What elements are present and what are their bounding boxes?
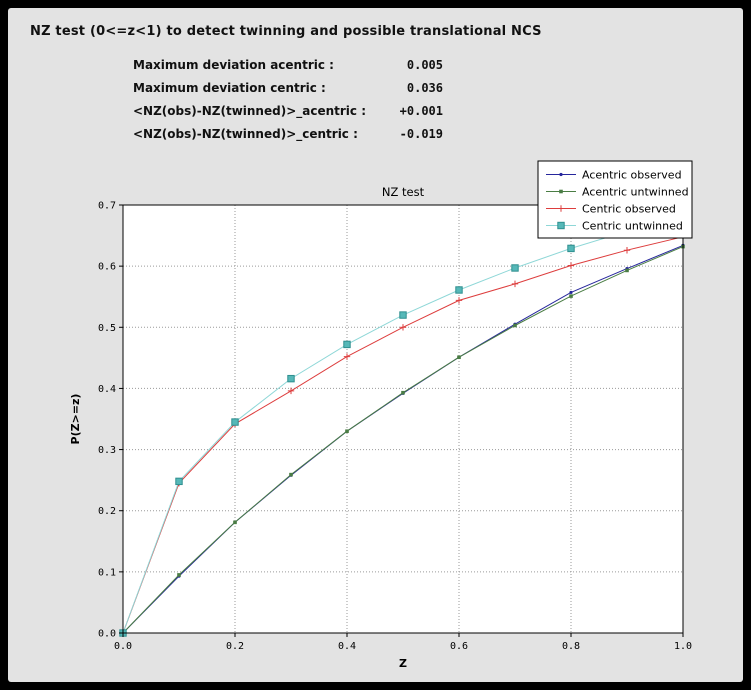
page-title: NZ test (0<=z<1) to detect twinning and … [30, 24, 542, 39]
svg-text:0.6: 0.6 [450, 641, 468, 652]
stat-row: <NZ(obs)-NZ(twinned)>_centric : -0.019 [133, 123, 443, 146]
svg-text:Acentric observed: Acentric observed [582, 169, 682, 182]
svg-text:0.6: 0.6 [98, 262, 116, 273]
stat-row: Maximum deviation centric : 0.036 [133, 77, 443, 100]
svg-text:Acentric untwinned: Acentric untwinned [582, 186, 689, 199]
stat-row: <NZ(obs)-NZ(twinned)>_acentric : +0.001 [133, 100, 443, 123]
svg-text:1.0: 1.0 [674, 641, 692, 652]
nz-test-chart: 0.0 0.2 0.4 0.6 0.8 1.0 0.0 0.1 0.2 0.3 0.4 0.5 0.6 0… [69, 160, 693, 670]
stat-label: Maximum deviation acentric : [133, 58, 334, 72]
svg-text:0.0: 0.0 [114, 641, 132, 652]
plot-frame [122, 204, 684, 634]
svg-text:0.4: 0.4 [98, 384, 116, 395]
svg-text:0.1: 0.1 [98, 567, 116, 578]
svg-text:0.2: 0.2 [226, 641, 244, 652]
svg-text:0.8: 0.8 [562, 641, 580, 652]
svg-text:Centric observed: Centric observed [582, 203, 676, 216]
svg-text:0.5: 0.5 [98, 323, 116, 334]
svg-text:NZ test: NZ test [382, 185, 425, 199]
svg-text:0.4: 0.4 [338, 641, 356, 652]
svg-text:0.2: 0.2 [98, 506, 116, 517]
plot-area [123, 205, 683, 633]
stat-row: Maximum deviation acentric : 0.005 [133, 54, 443, 77]
axis-ticks [119, 204, 684, 637]
stat-label: <NZ(obs)-NZ(twinned)>_acentric : [133, 104, 366, 118]
chart-legend: Acentric observed Acentric untwinned Centr… [537, 160, 693, 239]
stat-label: Maximum deviation centric : [133, 81, 326, 95]
svg-text:Centric untwinned: Centric untwinned [582, 220, 683, 233]
stat-value: -0.019 [399, 127, 443, 141]
svg-text:0.7: 0.7 [98, 201, 116, 212]
stat-value: 0.005 [406, 58, 443, 72]
app-window: NZ test (0<=z<1) to detect twinning and … [8, 8, 743, 682]
series-centric-observed [119, 233, 687, 637]
stat-label: <NZ(obs)-NZ(twinned)>_centric : [133, 127, 358, 141]
stat-value: +0.001 [399, 104, 443, 118]
stats-panel: Maximum deviation acentric : 0.005 Maxim… [133, 54, 443, 146]
svg-text:0.0: 0.0 [98, 629, 116, 640]
stat-value: 0.036 [406, 81, 443, 95]
svg-text:P(Z>=z): P(Z>=z) [69, 394, 82, 445]
svg-text:Z: Z [399, 657, 407, 670]
svg-text:0.3: 0.3 [98, 445, 116, 456]
